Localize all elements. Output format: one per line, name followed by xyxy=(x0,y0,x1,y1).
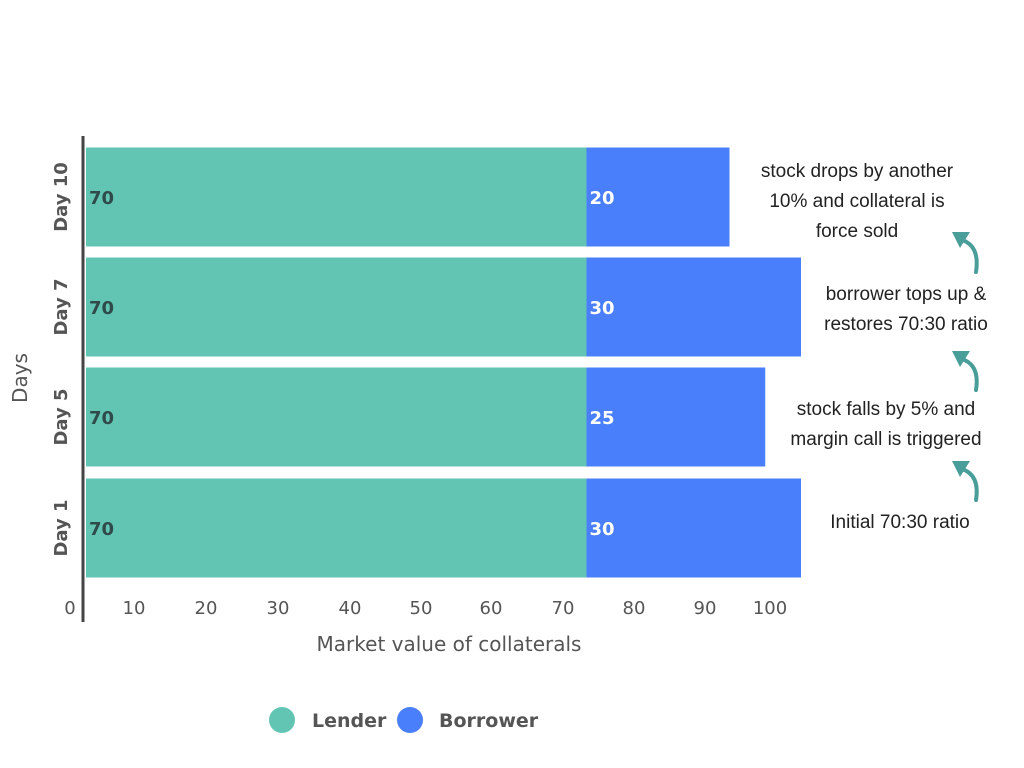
value-label: 30 xyxy=(590,298,615,319)
value-label: 30 xyxy=(590,519,615,540)
x-tick-label: 20 xyxy=(195,598,218,619)
value-label: 70 xyxy=(89,519,114,540)
x-axis-title: Market value of collaterals xyxy=(317,632,582,656)
legend-marker-lender xyxy=(269,707,295,733)
annotations-group: Initial 70:30 ratio stock falls by 5% and… xyxy=(761,161,988,533)
x-tick-label: 80 xyxy=(623,598,646,619)
curved-arrow xyxy=(960,357,979,392)
annotation-line: force sold xyxy=(816,221,898,242)
annotation-line: margin call is triggered xyxy=(790,429,981,450)
annotation-line: Initial 70:30 ratio xyxy=(830,512,969,533)
legend: Lender Borrower xyxy=(269,707,539,733)
value-label: 70 xyxy=(89,408,114,429)
bar-lender-day-5 xyxy=(86,367,587,467)
x-tick-label: 70 xyxy=(552,598,575,619)
curved-arrow xyxy=(960,238,979,274)
bar-borrower-day-1 xyxy=(586,478,801,578)
bars-group xyxy=(86,147,801,578)
value-label: 70 xyxy=(89,188,114,209)
annotation-line: stock drops by another xyxy=(761,161,954,182)
bar-lender-day-7 xyxy=(86,257,587,357)
x-tick-label: 60 xyxy=(480,598,503,619)
legend-label-borrower: Borrower xyxy=(439,710,539,732)
bar-lender-day-10 xyxy=(86,147,587,247)
x-tick-label: 100 xyxy=(753,598,787,619)
annotation-line: restores 70:30 ratio xyxy=(824,314,988,335)
arrows-group xyxy=(952,232,979,502)
category-label: Day 7 xyxy=(51,278,72,335)
value-labels-group: 70 30 70 25 70 30 70 20 xyxy=(89,188,615,540)
value-label: 70 xyxy=(89,298,114,319)
arrow-head xyxy=(952,232,970,248)
x-tick-labels: 0 10 20 30 40 50 60 70 80 90 100 xyxy=(64,598,787,619)
x-tick-label: 30 xyxy=(267,598,290,619)
value-label: 25 xyxy=(590,408,615,429)
arrow-head xyxy=(952,461,970,477)
x-tick-label: 50 xyxy=(410,598,433,619)
bar-borrower-day-5 xyxy=(586,367,766,467)
y-category-labels: Day 1 Day 5 Day 7 Day 10 xyxy=(51,162,72,556)
x-tick-label: 90 xyxy=(694,598,717,619)
bar-borrower-day-10 xyxy=(586,147,730,247)
annotation-line: borrower tops up & xyxy=(826,284,987,305)
y-axis-title: Days xyxy=(8,353,32,403)
x-tick-label: 0 xyxy=(64,598,75,619)
category-label: Day 10 xyxy=(51,162,72,232)
category-label: Day 1 xyxy=(51,499,72,556)
bar-borrower-day-7 xyxy=(586,257,801,357)
legend-marker-borrower xyxy=(397,707,423,733)
bar-lender-day-1 xyxy=(86,478,587,578)
category-label: Day 5 xyxy=(51,388,72,445)
arrow-head xyxy=(952,351,970,367)
legend-label-lender: Lender xyxy=(312,710,387,732)
curved-arrow xyxy=(960,467,979,502)
x-tick-label: 10 xyxy=(123,598,146,619)
value-label: 20 xyxy=(590,188,615,209)
annotation-line: stock falls by 5% and xyxy=(797,399,975,420)
annotation-line: 10% and collateral is xyxy=(769,191,944,212)
x-tick-label: 40 xyxy=(339,598,362,619)
